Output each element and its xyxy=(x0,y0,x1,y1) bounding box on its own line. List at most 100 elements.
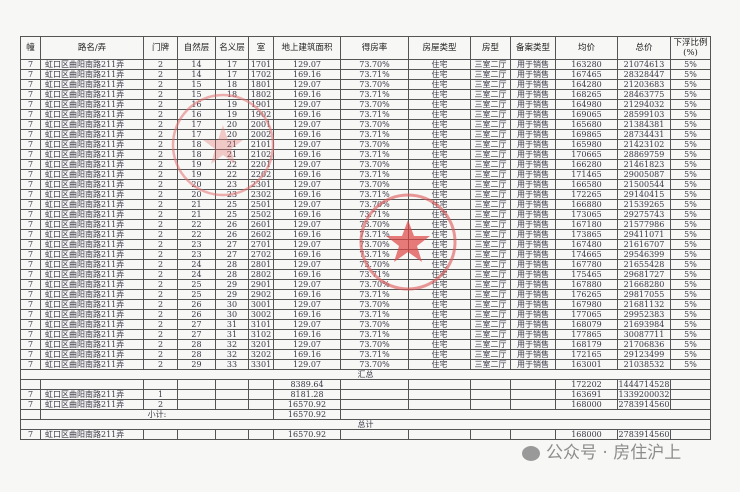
area-cell: 16570.92 xyxy=(273,399,341,410)
discount-cell: 5% xyxy=(670,99,711,110)
efficiency-rate-cell: 73.71% xyxy=(340,229,409,240)
discount-cell: 5% xyxy=(670,289,711,300)
house-type-cell: 住宅 xyxy=(408,179,471,190)
area-cell: 169.16 xyxy=(273,309,341,320)
filing-type-cell: 用于销售 xyxy=(510,159,556,170)
building-cell: 7 xyxy=(20,209,41,220)
layout-cell: 三室二厅 xyxy=(470,289,511,300)
total-price-cell: 21681132 xyxy=(617,299,671,310)
door-no-cell: 2 xyxy=(143,309,178,320)
efficiency-rate-cell: 73.70% xyxy=(340,359,409,370)
discount-cell: 5% xyxy=(670,359,711,370)
room-cell: 2802 xyxy=(248,269,274,280)
total-price-cell: 21038532 xyxy=(617,359,671,370)
summary-title: 汇总 xyxy=(20,369,711,380)
natural-floor-cell: 15 xyxy=(177,89,216,100)
filing-type-cell: 用于销售 xyxy=(510,279,556,290)
discount-cell: 5% xyxy=(670,169,711,180)
building-cell: 7 xyxy=(20,329,41,340)
room-cell: 2202 xyxy=(248,169,274,180)
total-price-cell: 21616707 xyxy=(617,239,671,250)
filing-type-cell: 用于销售 xyxy=(510,209,556,220)
room-cell: 3201 xyxy=(248,339,274,350)
unit-price-cell: 166580 xyxy=(555,179,618,190)
room-cell: 2501 xyxy=(248,199,274,210)
road-cell: 虹口区曲阳南路211弄 xyxy=(40,199,144,210)
discount-cell: 5% xyxy=(670,249,711,260)
house-type-cell: 住宅 xyxy=(408,339,471,350)
area-cell: 169.16 xyxy=(273,109,341,120)
room-cell: 2701 xyxy=(248,239,274,250)
unit-price-cell: 177065 xyxy=(555,309,618,320)
nominal-floor-cell: 21 xyxy=(215,149,249,160)
column-header: 自然层 xyxy=(177,36,216,60)
door-no-cell: 2 xyxy=(143,179,178,190)
subtotal-row: 小计: 16570.92 xyxy=(20,409,711,420)
summary-row: 7 虹口区曲阳南路211弄 2 16570.92 168000 2783914560 xyxy=(20,399,711,410)
filing-type-cell: 用于销售 xyxy=(510,59,556,70)
house-type-cell: 住宅 xyxy=(408,319,471,330)
efficiency-rate-cell: 73.70% xyxy=(340,239,409,250)
road-cell: 虹口区曲阳南路211弄 xyxy=(40,329,144,340)
efficiency-rate-cell: 73.70% xyxy=(340,219,409,230)
layout-cell: 三室二厅 xyxy=(470,229,511,240)
building-cell: 7 xyxy=(20,159,41,170)
natural-floor-cell: 28 xyxy=(177,349,216,360)
nominal-floor-cell: 17 xyxy=(215,69,249,80)
unit-price-cell: 168265 xyxy=(555,89,618,100)
layout-cell: 三室二厅 xyxy=(470,259,511,270)
natural-floor-cell: 23 xyxy=(177,249,216,260)
nominal-floor-cell: 28 xyxy=(215,259,249,270)
filing-type-cell: 用于销售 xyxy=(510,299,556,310)
building-cell: 7 xyxy=(20,269,41,280)
nominal-floor-cell: 30 xyxy=(215,299,249,310)
layout-cell: 三室二厅 xyxy=(470,269,511,280)
room-cell: 2602 xyxy=(248,229,274,240)
room-cell: 2902 xyxy=(248,289,274,300)
road-cell: 虹口区曲阳南路211弄 xyxy=(40,249,144,260)
empty-cell xyxy=(408,399,471,410)
total-price-cell: 21203683 xyxy=(617,79,671,90)
efficiency-rate-cell: 73.71% xyxy=(340,109,409,120)
unit-price-cell: 169065 xyxy=(555,109,618,120)
discount-cell: 5% xyxy=(670,109,711,120)
road-cell: 虹口区曲阳南路211弄 xyxy=(40,89,144,100)
total-price-cell: 28599103 xyxy=(617,109,671,120)
table-row: 7 虹口区曲阳南路211弄 2 24 28 2802 169.16 73.71% 住宅 三室二厅用… xyxy=(20,269,711,280)
road-cell: 虹口区曲阳南路211弄 xyxy=(40,139,144,150)
nominal-floor-cell: 19 xyxy=(215,109,249,120)
door-no-cell: 2 xyxy=(143,359,178,370)
discount-cell: 5% xyxy=(670,329,711,340)
unit-price-cell: 174665 xyxy=(555,249,618,260)
natural-floor-cell: 19 xyxy=(177,169,216,180)
house-type-cell: 住宅 xyxy=(408,99,471,110)
table-row: 7 虹口区曲阳南路211弄 2 14 17 1701 129.07 73.70% 住宅 三室二厅用… xyxy=(20,59,711,70)
room-cell: 2201 xyxy=(248,159,274,170)
road-cell xyxy=(40,379,144,390)
empty-cell xyxy=(248,429,274,440)
unit-price-cell: 167180 xyxy=(555,219,618,230)
layout-cell: 三室二厅 xyxy=(470,169,511,180)
nominal-floor-cell: 25 xyxy=(215,199,249,210)
table-row: 7 虹口区曲阳南路211弄 2 28 32 3201 129.07 73.70% 住宅 三室二厅用… xyxy=(20,339,711,350)
door-no-cell: 2 xyxy=(143,109,178,120)
natural-floor-cell: 21 xyxy=(177,199,216,210)
table-row: 7 虹口区曲阳南路211弄 2 17 20 2002 169.16 73.71% 住宅 三室二厅用… xyxy=(20,129,711,140)
area-cell: 129.07 xyxy=(273,159,341,170)
discount-cell: 5% xyxy=(670,199,711,210)
natural-floor-cell: 23 xyxy=(177,239,216,250)
layout-cell: 三室二厅 xyxy=(470,239,511,250)
total-price-cell: 21074613 xyxy=(617,59,671,70)
house-type-cell: 住宅 xyxy=(408,189,471,200)
area-cell: 129.07 xyxy=(273,139,341,150)
room-cell: 3002 xyxy=(248,309,274,320)
layout-cell: 三室二厅 xyxy=(470,279,511,290)
layout-cell: 三室二厅 xyxy=(470,329,511,340)
efficiency-rate-cell: 73.70% xyxy=(340,339,409,350)
area-cell: 129.07 xyxy=(273,279,341,290)
column-header: 房型 xyxy=(470,36,511,60)
total-price-cell: 21500544 xyxy=(617,179,671,190)
nominal-floor-cell: 20 xyxy=(215,119,249,130)
empty-cell xyxy=(340,409,711,420)
discount-cell: 5% xyxy=(670,149,711,160)
